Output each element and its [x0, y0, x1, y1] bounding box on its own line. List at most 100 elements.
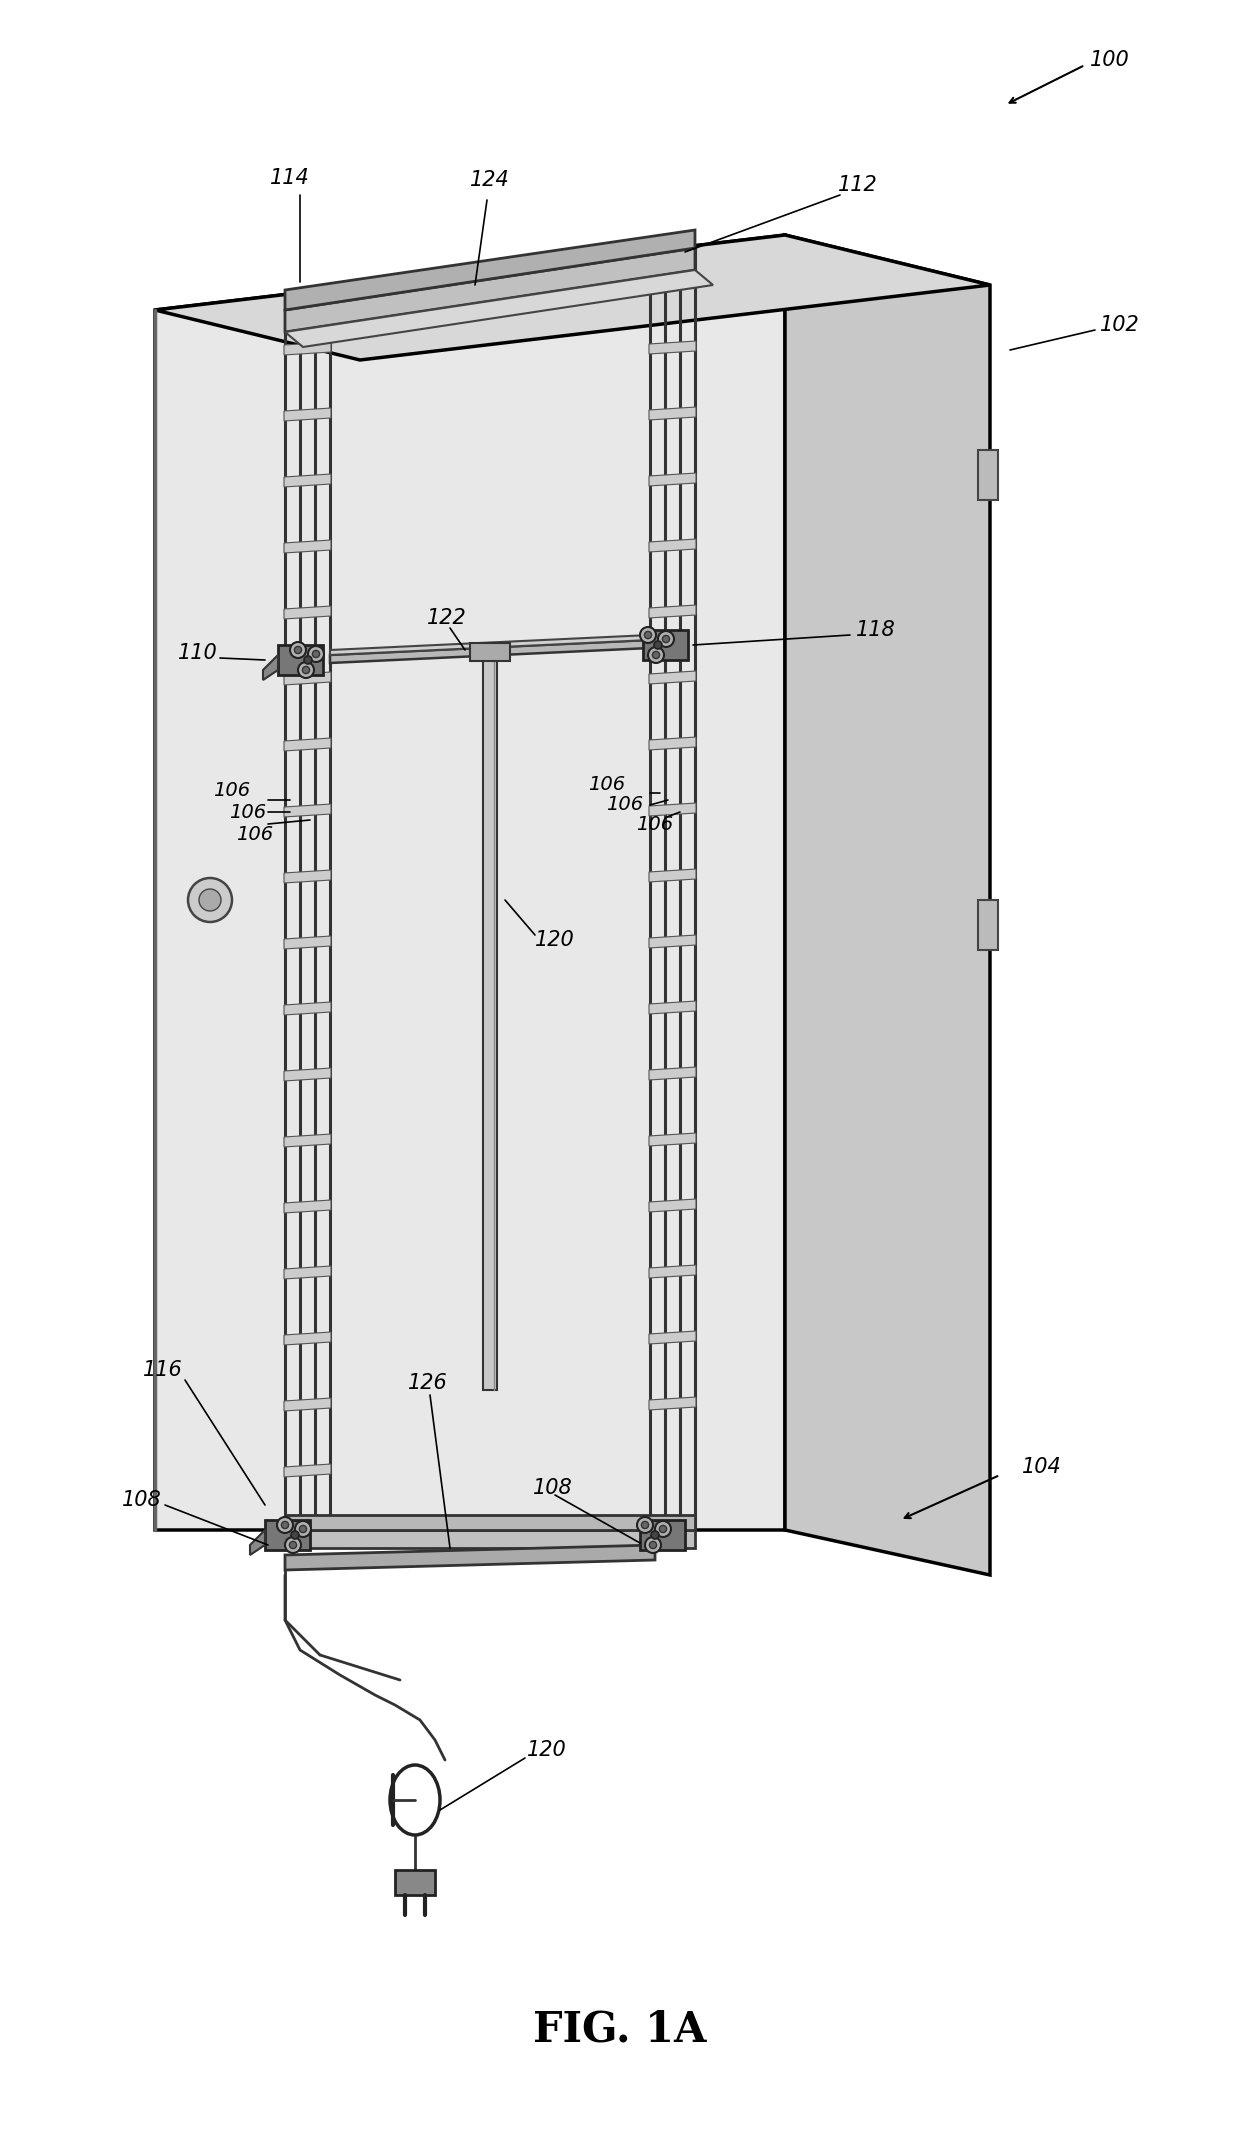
Text: 106: 106 [229, 802, 267, 821]
Text: 102: 102 [1100, 316, 1140, 335]
Polygon shape [155, 235, 990, 360]
Circle shape [298, 663, 314, 678]
Text: 116: 116 [143, 1360, 182, 1379]
Polygon shape [649, 1264, 696, 1277]
Polygon shape [470, 644, 510, 661]
Polygon shape [284, 936, 331, 949]
Text: FIG. 1A: FIG. 1A [533, 2008, 707, 2051]
Polygon shape [284, 1332, 331, 1345]
Circle shape [188, 878, 232, 921]
Text: 106: 106 [589, 776, 625, 795]
Circle shape [640, 627, 656, 644]
Polygon shape [649, 1066, 696, 1081]
Polygon shape [978, 900, 998, 951]
Text: 106: 106 [636, 817, 673, 834]
Polygon shape [649, 804, 696, 817]
Circle shape [303, 667, 310, 674]
Polygon shape [649, 1330, 696, 1343]
Text: 106: 106 [606, 795, 644, 814]
Circle shape [658, 631, 675, 646]
Text: 114: 114 [270, 168, 310, 188]
Text: 104: 104 [1022, 1456, 1061, 1477]
Circle shape [653, 642, 662, 648]
Polygon shape [284, 407, 331, 420]
Circle shape [198, 889, 221, 910]
Polygon shape [640, 1520, 684, 1550]
Polygon shape [285, 230, 694, 309]
Polygon shape [978, 450, 998, 501]
Polygon shape [649, 738, 696, 750]
Polygon shape [649, 936, 696, 949]
Polygon shape [649, 1132, 696, 1147]
Text: 108: 108 [122, 1490, 162, 1509]
Polygon shape [284, 1266, 331, 1279]
Circle shape [281, 1522, 289, 1529]
Circle shape [295, 1520, 311, 1537]
Circle shape [289, 1541, 296, 1548]
Polygon shape [285, 271, 713, 348]
Polygon shape [396, 1870, 435, 1895]
Polygon shape [649, 407, 696, 420]
Text: 118: 118 [856, 620, 895, 640]
Polygon shape [330, 640, 650, 663]
Polygon shape [284, 1200, 331, 1213]
Text: 106: 106 [237, 825, 274, 844]
Text: 126: 126 [408, 1373, 448, 1392]
Circle shape [299, 1524, 306, 1533]
Circle shape [662, 635, 670, 642]
Polygon shape [284, 1002, 331, 1015]
Circle shape [291, 1531, 299, 1539]
Circle shape [304, 657, 312, 663]
Polygon shape [285, 247, 694, 333]
Circle shape [290, 642, 306, 659]
Polygon shape [284, 804, 331, 817]
Polygon shape [649, 275, 696, 288]
Text: 124: 124 [470, 171, 510, 190]
Polygon shape [155, 235, 785, 1531]
Circle shape [645, 1537, 661, 1552]
Polygon shape [284, 473, 331, 486]
Polygon shape [649, 870, 696, 883]
Polygon shape [484, 655, 497, 1390]
Polygon shape [649, 1002, 696, 1015]
Text: 100: 100 [1090, 49, 1130, 70]
Polygon shape [649, 672, 696, 684]
Polygon shape [284, 1465, 331, 1477]
Polygon shape [649, 473, 696, 486]
Text: 112: 112 [838, 175, 878, 194]
Text: 108: 108 [533, 1477, 573, 1499]
Polygon shape [284, 738, 331, 750]
Circle shape [277, 1518, 293, 1533]
Circle shape [650, 1541, 657, 1548]
Circle shape [285, 1537, 301, 1552]
Circle shape [651, 1531, 658, 1539]
Polygon shape [785, 235, 990, 1576]
Text: 120: 120 [536, 930, 575, 951]
Circle shape [660, 1524, 667, 1533]
Text: 120: 120 [527, 1740, 567, 1761]
Polygon shape [649, 1396, 696, 1409]
Polygon shape [284, 1134, 331, 1147]
Polygon shape [284, 1399, 331, 1411]
Polygon shape [285, 1531, 694, 1548]
Text: 110: 110 [179, 644, 218, 663]
Circle shape [649, 646, 663, 663]
Circle shape [637, 1518, 653, 1533]
Polygon shape [265, 1520, 310, 1550]
Polygon shape [649, 605, 696, 618]
Circle shape [641, 1522, 649, 1529]
Text: 122: 122 [427, 608, 467, 629]
Polygon shape [285, 1546, 655, 1569]
Polygon shape [263, 655, 278, 680]
Polygon shape [330, 635, 650, 655]
Polygon shape [649, 341, 696, 354]
Polygon shape [278, 646, 322, 676]
Polygon shape [284, 1068, 331, 1081]
Polygon shape [250, 1531, 265, 1554]
Polygon shape [649, 539, 696, 552]
Circle shape [294, 646, 301, 655]
Polygon shape [649, 1198, 696, 1211]
Circle shape [645, 631, 651, 640]
Polygon shape [284, 539, 331, 552]
Circle shape [655, 1520, 671, 1537]
